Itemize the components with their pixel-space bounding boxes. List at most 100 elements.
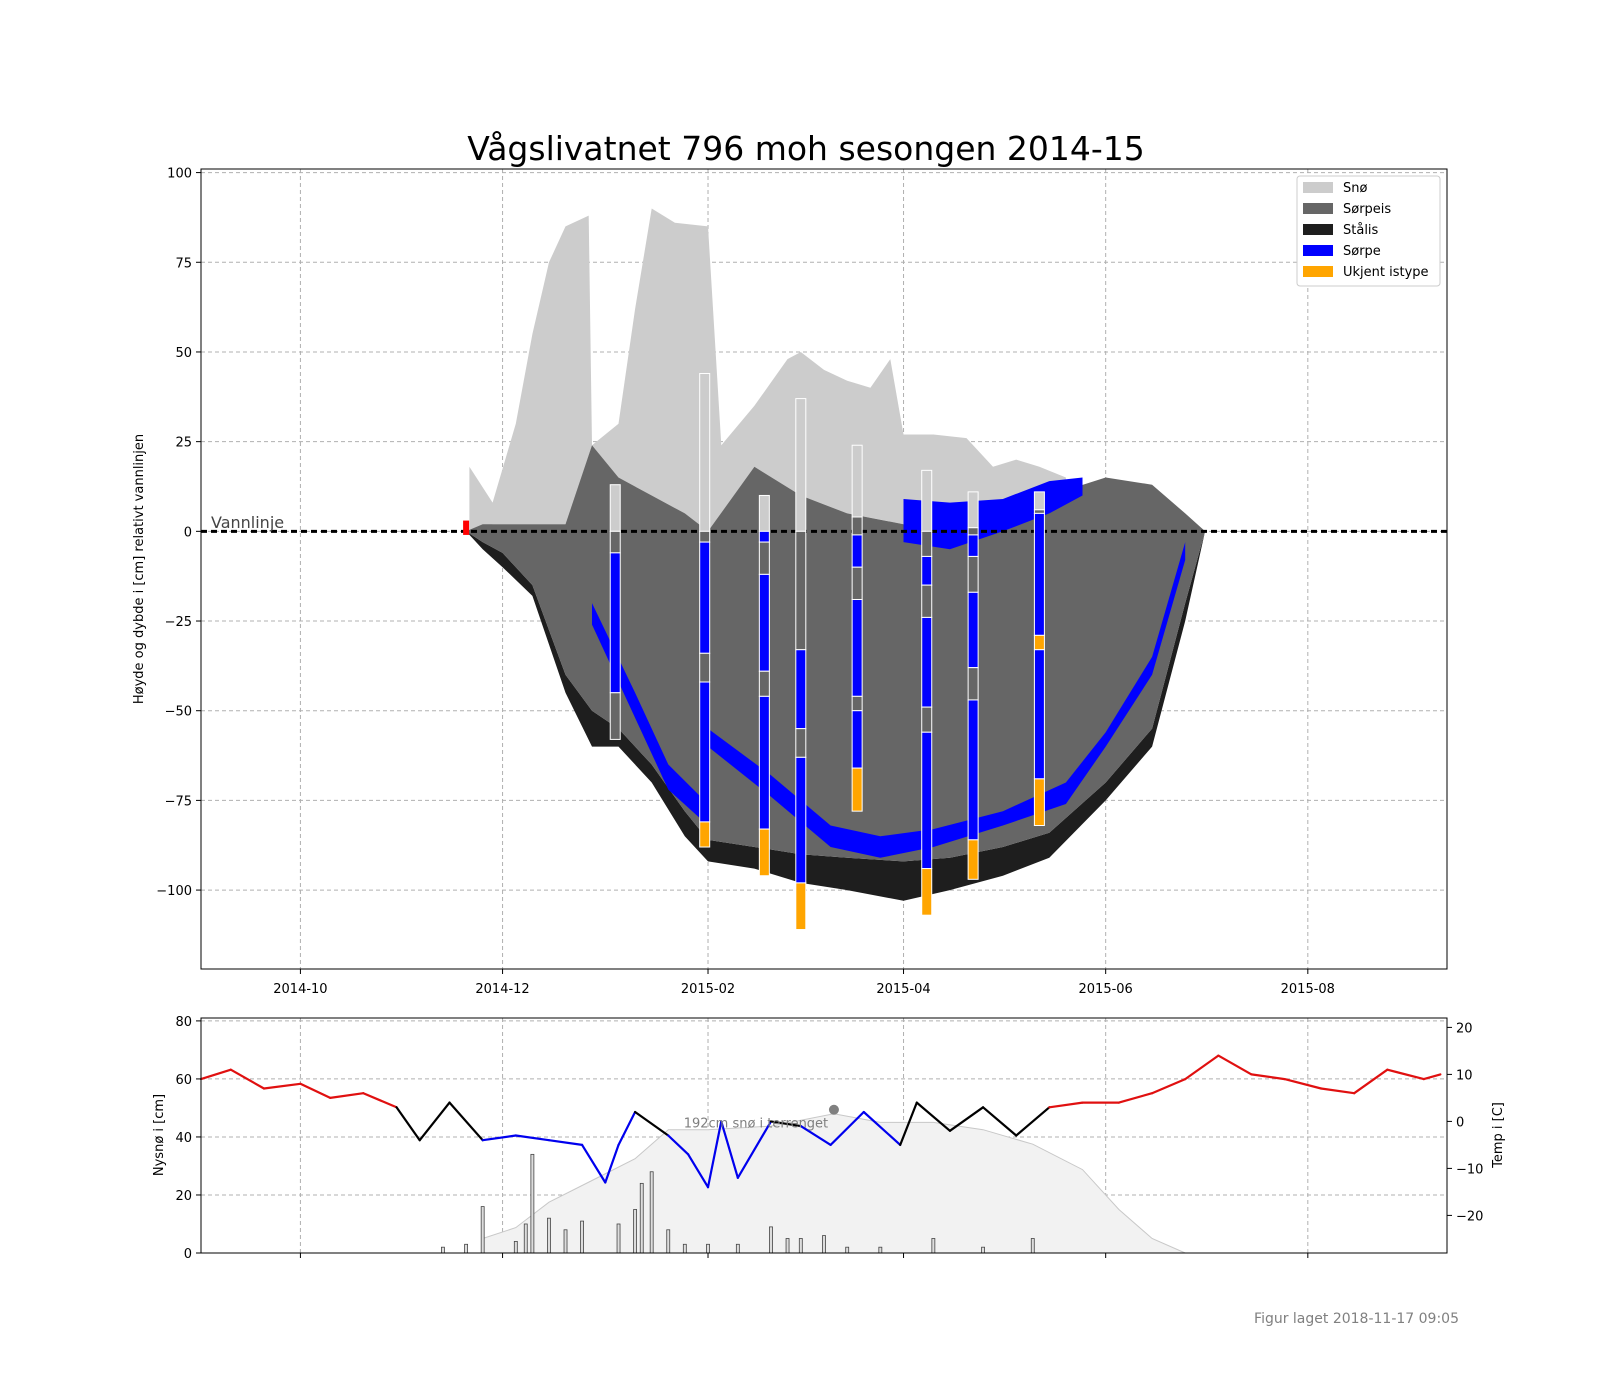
temperature-segment [736,1120,773,1179]
new-snow-bar [706,1243,710,1254]
core-layer-slush-ice [921,584,933,618]
temperature-segment [769,1120,802,1128]
legend-swatch-snow [1303,182,1333,193]
core-layer-slush [758,530,770,543]
core-layer-slush [609,552,621,694]
temperature-segment [899,1101,918,1147]
y-tick-label: 25 [175,436,192,451]
core-layer-slush-ice [609,692,621,740]
temperature-segment [1015,1106,1051,1137]
ice-layers [201,208,1447,931]
temperature-segment [1422,1073,1442,1081]
core-layer-slush [921,555,933,586]
chart-title: Vågslivatnet 796 moh sesongen 2014-15 [467,129,1145,168]
x-tick-label: 2014-10 [273,982,327,997]
y-tick-label: 20 [175,1189,192,1204]
core-layer-slush-ice [921,706,933,733]
new-snow-bar [563,1229,568,1254]
core-layer-slush [1033,649,1045,780]
bottom-y-axis-label: Nysnø i [cm] [152,1094,167,1176]
temperature-segment [395,1106,421,1142]
top-plot-frame [200,168,1448,970]
core-layer-slush [967,591,979,669]
y-tick-label: 100 [167,167,192,182]
temperature-segment [862,1110,902,1147]
core-layer-slush [921,731,933,870]
temperature-segment [547,1139,584,1147]
temperature-segment [687,1153,710,1189]
temperature-segment [981,1106,1018,1137]
legend-swatch-slush [1303,245,1333,256]
core-layer-unknown [1033,634,1045,651]
temperature-segment [418,1101,451,1142]
core-layer-slush-ice [921,530,933,557]
temperature-segment [448,1101,484,1142]
temperature-segment [1184,1054,1220,1081]
core-layer-snow [609,484,621,532]
core-layer-slush-ice [851,695,863,712]
core-layer-slush [851,598,863,697]
freeze-marker [463,520,470,535]
temperature-segment [262,1082,302,1090]
y-tick-label: 0 [184,1247,192,1262]
new-snow-bar [513,1240,518,1254]
core-layer-slush-ice [967,527,979,536]
legend-swatch-unknown [1303,266,1333,277]
y-tick-label: −75 [165,794,192,809]
core-layer-snow [851,444,863,518]
new-snow-bar [616,1223,621,1254]
core-layer-slush [851,710,863,769]
terrain-snow-depth-area [482,1113,1186,1254]
new-snow-bar [530,1153,535,1254]
top-y-axis-label: Høyde og dybde i [cm] relativt vannlinje… [132,434,147,704]
top-x-tick-labels: 2014-10 2014-12 2015-02 2015-04 2015-06 2015-… [273,969,1335,997]
new-snow-bar [735,1243,740,1254]
core-layer-slush-ice [758,541,770,575]
temperature-segment [634,1110,670,1137]
x-tick-label: 2015-08 [1281,982,1335,997]
legend-swatch-black-ice [1303,224,1333,235]
temperature-segment [706,1120,723,1189]
core-layer-slush-ice [967,555,979,593]
bottom-y2-tick-labels: −20 −10 0 10 20 [1447,1021,1483,1224]
core-layer-slush [921,616,933,708]
new-snow-bar [822,1235,826,1254]
y-tick-label: −100 [156,884,192,899]
temperature-segment [299,1082,332,1100]
temperature-segment [1353,1068,1389,1095]
y2-tick-label: 10 [1456,1068,1473,1083]
bottom-plot-frame [200,1017,1448,1254]
slush-ice-layer [466,445,1206,862]
temperature-segment [667,1134,690,1156]
legend-swatch-slush-ice [1303,203,1333,214]
temperature-segment [362,1092,398,1109]
new-snow-bar [931,1238,936,1254]
y-tick-label: 80 [175,1015,192,1030]
temperature-segment [1319,1087,1356,1095]
x-tick-label: 2015-04 [876,982,930,997]
top-y-tick-labels: 100 75 50 25 0 −25 −50 −75 −100 [156,167,201,899]
core-layer-unknown [795,882,807,931]
y-tick-label: 40 [175,1131,192,1146]
x-tick-label: 2014-12 [475,982,529,997]
y2-tick-label: −10 [1456,1162,1483,1177]
temperature-segment [1048,1101,1084,1109]
new-snow-bar [580,1220,584,1254]
core-layer-slush-ice [967,667,979,701]
core-layer-snow [1033,491,1045,511]
core-layer-slush-ice [699,652,711,683]
core-layer-slush-ice [795,530,807,651]
core-layer-unknown [967,839,979,880]
core-layer-snow [795,398,807,532]
new-snow-bar [682,1243,687,1254]
snow-depth-max-marker [828,1104,839,1115]
temperature-segment [1217,1054,1253,1076]
temperature-segment [829,1110,865,1147]
temperature-segment [514,1134,551,1142]
core-layer-unknown [758,828,770,877]
legend-label-black-ice: Stålis [1343,223,1379,238]
bottom-y2-axis-label: Temp i [C] [1491,1102,1506,1169]
core-layer-slush-ice [1033,509,1045,514]
